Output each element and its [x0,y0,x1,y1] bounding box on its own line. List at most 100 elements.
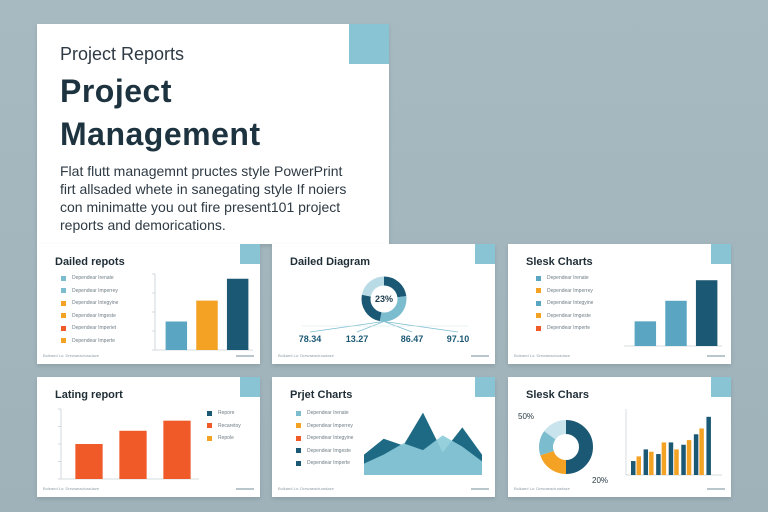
bar [165,321,188,350]
donut-center-label: 23% [375,294,393,304]
legend-item: Dependear Irenate [296,407,353,420]
corner-accent [711,244,731,264]
slide-footer: Bolkaed Lo: Drewaeacturadaze [514,486,570,491]
bar [695,280,718,346]
slide-title: Slesk Chars [526,389,589,401]
slide-sleek-charts[interactable]: Slesk Charts Dependear Irenate Dependear … [508,244,731,364]
bar [119,430,147,479]
hero-desc-line-2: firt allsaded whete in sanegating style … [60,181,347,197]
legend-label: Dependear Imperte [547,325,591,332]
bar [631,461,636,475]
footer-bar [471,355,489,357]
donut-slice [361,294,382,322]
legend-item: Dependear Imperrey [536,285,593,298]
stat-value: 13.27 [346,334,369,344]
legend-label: Dependear Irenate [307,410,349,417]
chart-legend: Dependear Irenate Dependear Imperrey Depen… [61,272,118,347]
legend-item: Dependear Imperte [296,457,353,470]
legend-swatch [296,410,301,416]
legend-swatch [61,275,66,281]
bar [681,444,686,475]
donut-slice [544,420,567,440]
hero-slide[interactable]: Project Reports Project Management Flat … [37,24,389,244]
hero-description: Flat flutt managemnt pructes style Power… [60,162,380,234]
legend-label: Repore [218,410,235,417]
bar [665,300,687,346]
slide-footer: Boleaed Lo: Drewaeacturadaze [514,353,571,358]
legend-item: Dependear Irenate [61,272,118,285]
legend-label: Dependear Integyine [547,300,594,307]
slide-detailed-diagram[interactable]: Dailed Diagram 23% 78.34 13.27 86.47 97.10 B… [272,244,495,364]
legend-swatch [61,288,66,294]
connector-line [383,321,459,333]
legend-label: Dependear Irenate [547,275,589,282]
chart-legend: Repore Recaretoy Repole [207,407,241,445]
bar-chart [624,280,722,347]
legend-label: Dependear Imperrey [307,422,353,429]
legend-item: Dependear Imperrey [61,285,118,298]
chart-legend: Dependear Irenate Dependear Imperrey Depen… [536,272,593,335]
corner-accent [240,377,260,397]
legend-label: Repole [218,435,234,442]
bar-chart [58,408,199,480]
legend-item: Dependear Imgeste [296,445,353,458]
connector-line [309,321,385,333]
donut-slice [565,420,593,474]
bar-chart [152,273,253,351]
legend-swatch [536,300,541,306]
chart-legend: Dependear Irenate Dependear Imperrey Depen… [296,407,353,470]
bar [163,420,191,479]
stat-value: 78.34 [299,334,322,344]
footer-bar [707,488,725,490]
slide-sleek-chars[interactable]: Slesk Chars 50% 20% Bolkaed Lo: Drewaeact… [508,377,731,497]
legend-swatch [61,300,66,306]
donut-slice [383,276,407,298]
slide-footer: Bolkaed Lo: Drewaeacturadaze [278,486,334,491]
legend-item: Recaretoy [207,420,241,433]
hero-kicker: Project Reports [60,44,185,64]
hero-desc-line-3: con minimatte you out fire present101 pr… [60,199,341,215]
donut-slice [539,431,556,456]
bar [706,416,711,475]
corner-accent [349,24,389,64]
legend-swatch [207,435,212,441]
legend-item: Dependear Imperte [536,322,593,335]
legend-label: Dependear Imgeste [72,312,116,319]
hero-title-line-2: Management [60,116,261,152]
legend-swatch [536,288,541,294]
bar [693,434,699,475]
legend-swatch [207,410,212,416]
legend-label: Dependear Imperte [72,337,116,344]
slide-footer: Boleaed Lo: Drewaeacturadaze [43,486,100,491]
legend-label: Dependear Integyine [72,300,119,307]
bar [643,449,649,475]
slide-footer: Boleaed Lo: Drewaeacturadaze [43,353,100,358]
legend-item: Dependear Imperte [61,335,118,348]
legend-item: Repole [207,432,241,445]
legend-label: Recaretoy [218,422,241,429]
donut-chart: 50% 20% [518,412,608,485]
legend-item: Repore [207,407,241,420]
slide-lating-report[interactable]: Lating report Repore Recaretoy Repole Bole… [37,377,260,497]
legend-swatch [296,423,301,429]
slide-detailed-reports[interactable]: Dailed repots Dependear Irenate Dependear… [37,244,260,364]
legend-swatch [536,313,541,319]
slide-title: Prjet Charts [290,389,353,401]
connector-line [356,321,385,333]
donut-slice [379,296,407,322]
donut-slice [361,276,385,297]
donut-label-bottom: 20% [592,476,608,485]
bar [656,454,661,475]
legend-swatch [61,338,66,344]
legend-label: Dependear Imperte [307,460,351,467]
legend-swatch [536,275,541,281]
bar [636,456,641,475]
footer-bar [707,355,725,357]
legend-item: Dependear Integyine [296,432,353,445]
bar [661,442,667,475]
legend-swatch [61,325,66,331]
legend-item: Dependear Imperrey [296,420,353,433]
bar [674,449,679,475]
slide-project-charts[interactable]: Prjet Charts Dependear Irenate Dependear … [272,377,495,497]
legend-label: Dependear Imperiet [72,325,117,332]
